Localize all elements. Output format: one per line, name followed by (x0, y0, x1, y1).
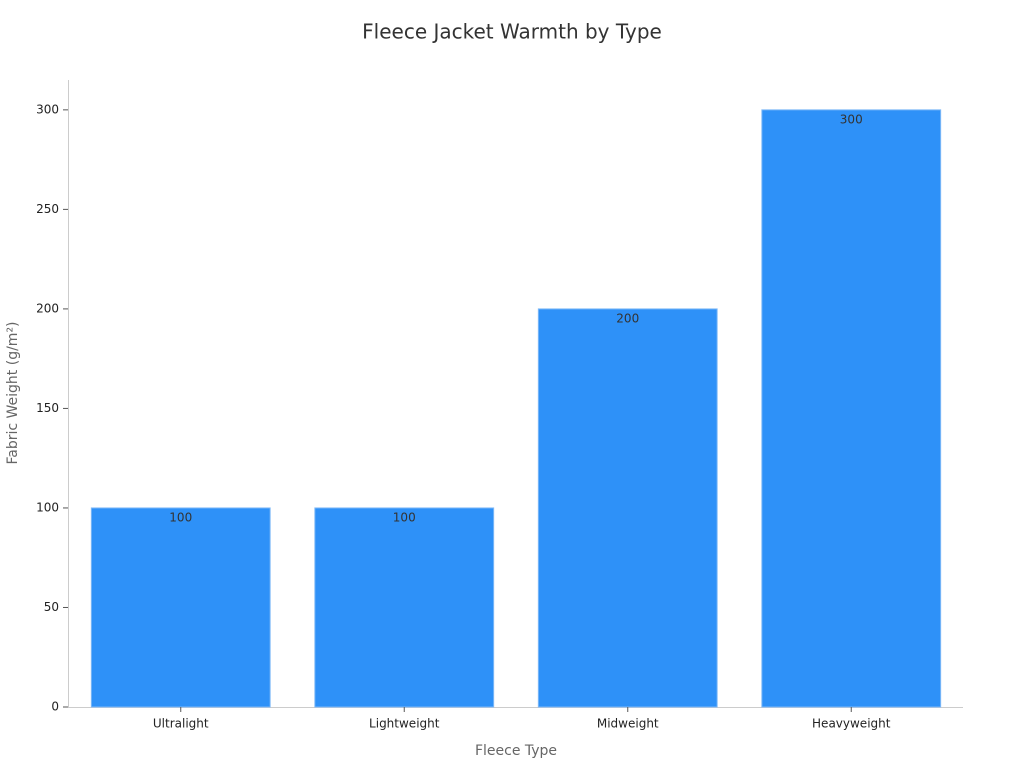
x-tick-label: Midweight (597, 717, 659, 731)
bar (761, 109, 942, 708)
value-label: 300 (840, 112, 863, 126)
y-tick-label: 0 (51, 700, 59, 714)
value-label: 100 (393, 510, 416, 524)
x-tick-label: Ultralight (153, 717, 209, 731)
bar (537, 308, 718, 708)
y-tick-label: 250 (36, 202, 59, 216)
y-axis-label: Fabric Weight (g/m²) (5, 321, 21, 464)
y-tick-label: 200 (36, 301, 59, 315)
y-tick-label: 300 (36, 102, 59, 116)
y-tick-label: 50 (44, 600, 59, 614)
x-axis-label: Fleece Type (475, 743, 557, 759)
value-label: 100 (169, 510, 192, 524)
x-tick-label: Lightweight (369, 717, 440, 731)
y-tick-label: 100 (36, 500, 59, 514)
x-tick-label: Heavyweight (812, 717, 891, 731)
y-tick-label: 150 (36, 401, 59, 415)
bar (314, 507, 495, 708)
value-label: 200 (616, 311, 639, 325)
bar (90, 507, 271, 708)
chart-title: Fleece Jacket Warmth by Type (362, 20, 662, 44)
